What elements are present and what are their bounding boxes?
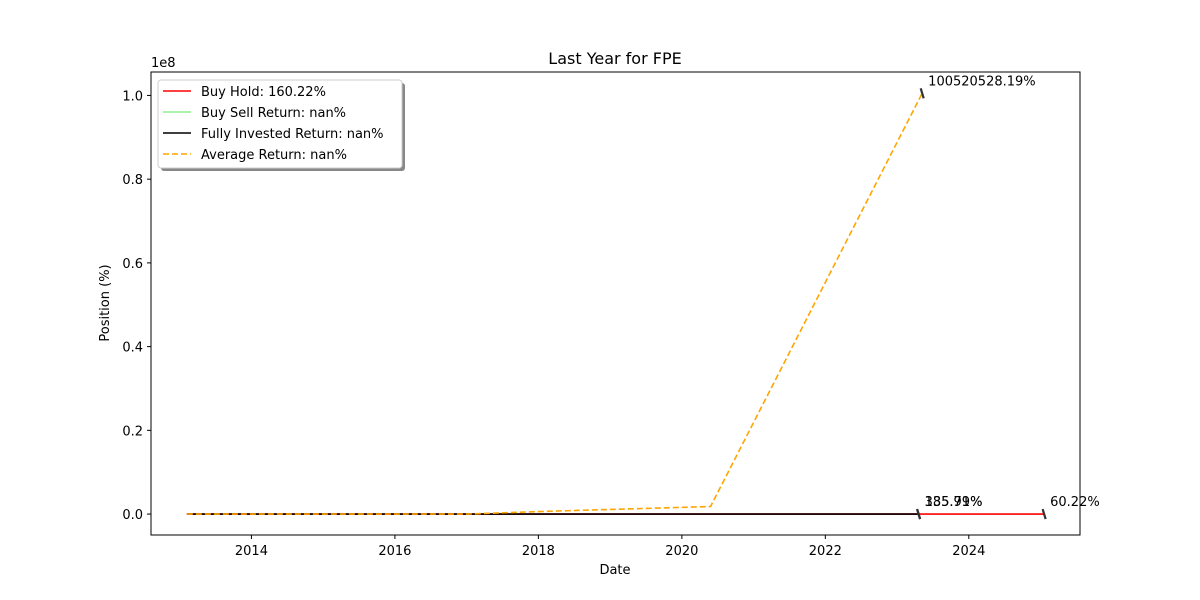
legend-label-0: Buy Hold: 160.22% [201,85,326,100]
axes-layer: 2014 2016 2018 2020 2022 2024 0.0 0.2 0.4 0.6 0.8 1… [122,71,1081,559]
legend-box [157,79,403,169]
plot-frame [150,71,1081,536]
annotation-label-3: 60.22% [1050,495,1100,510]
x-tick-label-3: 2020 [665,544,698,559]
y-tick-label-5: 1.0 [122,89,143,104]
y-tick-label-3: 0.6 [122,257,143,272]
annotation-label-0: 100520528.19% [928,74,1035,89]
x-axis-title: Date [599,563,630,578]
x-tick-label-5: 2024 [952,544,985,559]
annotation-label-2: 335.91% [925,495,983,510]
y-tick-label-2: 0.4 [122,341,143,356]
x-tick-label-2: 2018 [522,544,555,559]
legend: Buy Hold: 160.22% Buy Sell Return: nan% Fu… [157,79,405,171]
annotation-marker-0 [919,87,925,99]
y-tick-label-0: 0.0 [122,508,143,523]
y-axis-title: Position (%) [98,264,113,341]
annotation-marker-2 [916,508,922,520]
legend-label-2: Fully Invested Return: nan% [201,127,384,142]
y-offset-label: 1e8 [151,56,176,71]
chart-title: Last Year for FPE [548,49,681,68]
legend-label-3: Average Return: nan% [201,148,347,163]
x-tick-label-4: 2022 [809,544,842,559]
y-tick-label-1: 0.2 [122,424,143,439]
x-tick-label-1: 2016 [378,544,411,559]
x-tick-label-0: 2014 [235,544,268,559]
legend-label-1: Buy Sell Return: nan% [201,106,346,121]
annotation-layer: 100520528.19% 185.79%335.91% 60.22% [916,74,1100,520]
series-layer [186,92,1045,515]
annotation-label-1: 185.79% [925,495,983,510]
y-tick-label-4: 0.8 [122,173,143,188]
annotation-marker-3 [1041,508,1047,520]
series-line-3 [186,92,923,515]
